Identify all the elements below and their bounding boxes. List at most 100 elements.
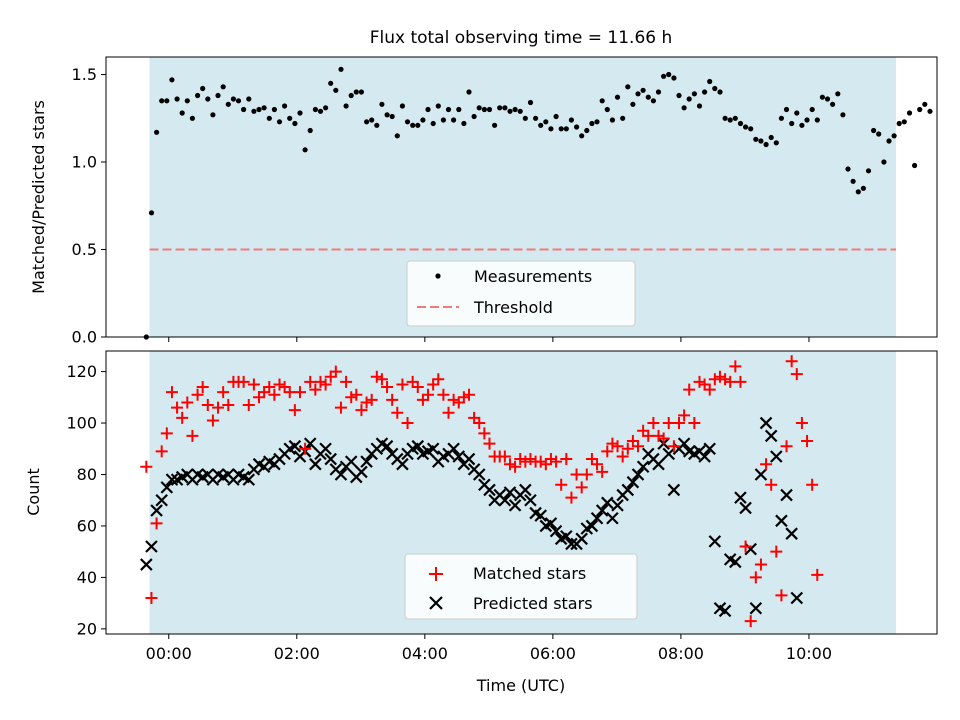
- measurement-point: [512, 106, 518, 113]
- matched-star-point: [381, 381, 394, 394]
- measurement-point: [860, 185, 867, 191]
- matched-star-point: [370, 370, 383, 383]
- matched-star-point: [765, 478, 778, 491]
- predicted-star-point: [155, 493, 168, 507]
- matched-star-point: [386, 393, 399, 406]
- matched-star-point: [795, 417, 808, 430]
- legend-predicted-marker: [429, 596, 443, 610]
- y-tick-label: 100: [66, 414, 97, 433]
- measurement-point: [927, 108, 933, 114]
- measurement-point: [609, 117, 616, 123]
- matched-star-point: [293, 386, 306, 399]
- y-tick-label: 40: [77, 568, 97, 587]
- matched-star-point: [155, 445, 168, 458]
- measurement-point: [266, 115, 272, 121]
- measurement-point: [210, 112, 216, 118]
- predicted-star-point: [472, 468, 486, 481]
- predicted-star-point: [790, 591, 804, 605]
- predicted-star-point: [447, 442, 460, 456]
- matched-star-point: [806, 478, 819, 491]
- measurement-point: [215, 92, 221, 99]
- matched-star-point: [662, 417, 675, 430]
- measurement-point: [353, 89, 359, 95]
- predicted-star-point: [396, 457, 409, 471]
- measurement-point: [435, 103, 441, 109]
- matched-star-point: [457, 391, 470, 404]
- matched-star-point: [309, 383, 322, 396]
- top-legend: Measurements Threshold: [406, 260, 636, 327]
- measurement-point: [384, 112, 390, 118]
- predicted-star-point: [303, 437, 317, 450]
- measurement-point: [589, 120, 595, 127]
- matched-star-point: [611, 440, 624, 453]
- y-tick-label: 1.0: [72, 153, 97, 172]
- matched-star-point: [570, 468, 583, 481]
- measurement-point: [635, 91, 641, 97]
- measurement-point: [522, 115, 528, 121]
- matched-star-point: [365, 393, 378, 406]
- matched-star-point: [171, 401, 184, 414]
- matched-star-point: [642, 429, 655, 442]
- predicted-star-point: [319, 442, 332, 456]
- measurement-point: [358, 89, 364, 95]
- matched-star-point: [324, 370, 337, 383]
- measurement-point: [297, 110, 303, 116]
- measurement-point: [584, 127, 590, 134]
- measurement-point: [466, 89, 472, 95]
- chart-title: Flux total observing time = 11.66 h: [370, 28, 673, 48]
- measurement-point: [579, 133, 585, 139]
- measurement-point: [497, 105, 503, 111]
- measurement-point: [824, 96, 831, 102]
- measurement-point: [814, 117, 820, 123]
- measurement-point: [486, 106, 493, 113]
- matched-star-point: [201, 399, 214, 412]
- predicted-star-point: [606, 511, 619, 525]
- measurement-point: [845, 166, 851, 172]
- measurement-point: [830, 101, 836, 107]
- measurement-point: [789, 120, 795, 127]
- matched-star-point: [544, 453, 557, 466]
- matched-star-point: [652, 429, 665, 442]
- matched-star-point: [657, 432, 670, 445]
- predicted-star-point: [380, 439, 394, 453]
- matched-star-point: [432, 373, 445, 386]
- measurement-point: [722, 115, 728, 121]
- matched-star-point: [672, 417, 685, 430]
- measurement-point: [835, 91, 841, 97]
- matched-star-point: [729, 360, 742, 373]
- matched-star-point: [719, 373, 732, 386]
- matched-star-point: [785, 355, 798, 368]
- measurement-point: [312, 106, 318, 113]
- matched-star-point: [775, 589, 788, 602]
- predicted-star-point: [729, 555, 742, 569]
- y-tick-label: 1.5: [72, 65, 97, 84]
- predicted-star-point: [734, 491, 747, 504]
- measurement-point: [481, 106, 487, 113]
- legend-threshold-label: Threshold: [473, 298, 553, 317]
- measurement-point: [235, 98, 242, 104]
- measurement-point: [640, 87, 646, 93]
- matched-star-point: [811, 568, 824, 581]
- top-y-axis-label: Matched/Predicted stars: [29, 100, 48, 294]
- matched-star-point: [596, 465, 609, 478]
- predicted-star-point: [754, 468, 768, 481]
- measurement-point: [328, 80, 334, 86]
- measurement-point: [794, 110, 800, 116]
- measurement-point: [492, 122, 498, 128]
- matched-star-point: [191, 388, 204, 401]
- measurement-point: [696, 103, 703, 109]
- predicted-star-point: [626, 475, 640, 489]
- matched-star-point: [427, 378, 440, 391]
- matched-star-point: [621, 442, 634, 455]
- top-y-ticks: 0.0 0.5 1.0 1.5: [72, 65, 106, 347]
- measurement-point: [451, 117, 457, 123]
- matched-star-point: [217, 386, 230, 399]
- matched-star-point: [509, 460, 522, 473]
- measurement-point: [256, 106, 262, 113]
- y-tick-label: 0.0: [72, 328, 97, 347]
- measurement-point: [389, 113, 395, 120]
- x-tick-label: 04:00: [402, 644, 448, 663]
- x-tick-label: 06:00: [530, 644, 576, 663]
- predicted-star-point: [744, 542, 757, 556]
- measurement-point: [768, 134, 774, 141]
